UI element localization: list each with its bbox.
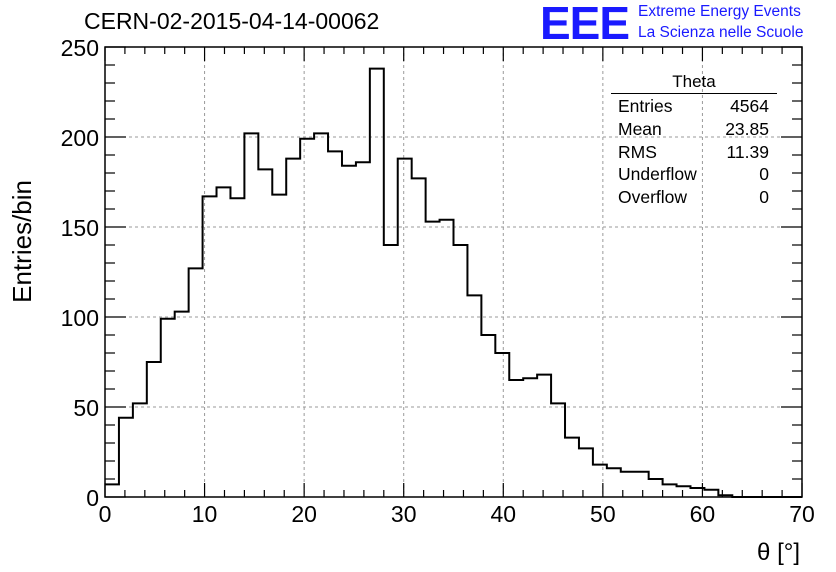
x-tick-label: 0 (99, 501, 112, 527)
y-tick-label: 200 (61, 125, 99, 151)
stats-label: Entries (618, 96, 673, 116)
logo-line-2: La Scienza nelle Scuole (638, 24, 804, 41)
x-tick-labels: 0 10 20 30 40 50 60 70 (99, 501, 815, 527)
run-title: CERN-02-2015-04-14-00062 (84, 8, 380, 34)
y-tick-label: 50 (73, 395, 99, 421)
stats-label: Mean (618, 118, 662, 139)
y-tick-label: 100 (61, 305, 99, 331)
y-tick-label: 250 (61, 35, 99, 61)
y-tick-labels: 0 50 100 150 200 250 (61, 35, 99, 511)
stats-value: 4564 (730, 96, 769, 116)
y-tick-label: 150 (61, 215, 99, 241)
x-tick-label: 60 (690, 501, 716, 527)
stats-row-overflow: Overflow 0 (611, 186, 777, 209)
stats-row-entries: Entries 4564 (611, 95, 777, 118)
grid-lines (105, 47, 802, 497)
stats-value: 23.85 (725, 118, 769, 139)
x-tick-label: 40 (490, 501, 516, 527)
stats-box: Theta Entries 4564 Mean 23.85 RMS 11.39 … (611, 72, 777, 209)
x-tick-label: 50 (590, 501, 616, 527)
stats-label: RMS (618, 141, 657, 162)
eee-logo: EEE (540, 0, 630, 49)
stats-row-mean: Mean 23.85 (611, 118, 777, 141)
plot-frame (104, 46, 803, 498)
stats-title: Theta (611, 72, 777, 94)
x-axis-label: θ [°] (757, 539, 800, 566)
stats-value: 11.39 (726, 141, 770, 162)
stats-label: Overflow (618, 187, 688, 208)
x-tick-label: 20 (291, 501, 317, 527)
logo-line-1: Extreme Energy Events (638, 3, 801, 20)
stats-row-underflow: Underflow 0 (611, 163, 777, 186)
stats-label: Underflow (618, 164, 697, 185)
x-tick-label: 30 (391, 501, 417, 527)
stats-row-rms: RMS 11.39 (611, 141, 777, 164)
x-tick-label: 10 (192, 501, 218, 527)
stats-value: 0 (759, 164, 769, 185)
y-axis-label: Entries/bin (7, 180, 37, 303)
stats-value: 0 (759, 187, 769, 208)
x-tick-label: 70 (789, 501, 815, 527)
y-tick-label: 0 (86, 485, 99, 511)
histogram-line (105, 67, 802, 498)
